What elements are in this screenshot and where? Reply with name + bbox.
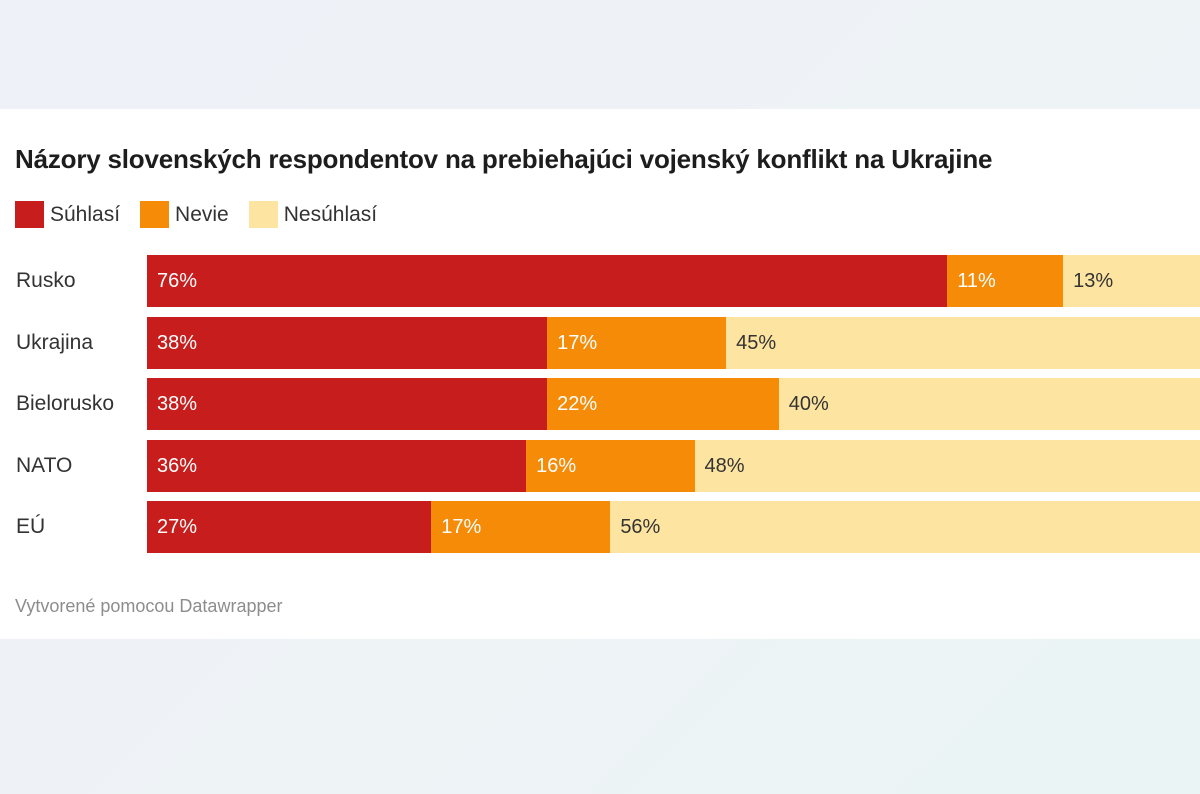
bar-segment: 40% [778, 378, 1200, 430]
chart-title: Názory slovenských respondentov na prebi… [15, 144, 993, 174]
legend-item-2: Nesúhlasí [248, 201, 378, 228]
legend-label: Nesúhlasí [283, 202, 378, 226]
bar-segment: 45% [726, 316, 1200, 369]
legend-swatch [140, 201, 170, 228]
bar-segment: 17% [547, 316, 727, 369]
legend-label: Súhlasí [50, 202, 121, 226]
chart-card: Názory slovenských respondentov na prebi… [0, 109, 1200, 639]
category-label: Bielorusko [16, 392, 115, 415]
credit-footer[interactable]: Vytvorené pomocou Datawrapper [15, 596, 283, 616]
bar-segment: 11% [947, 255, 1064, 307]
category-label: Ukrajina [16, 330, 94, 354]
category-label: NATO [16, 453, 73, 477]
bar-segment: 22% [547, 378, 779, 430]
legend-swatch [248, 201, 278, 228]
bar-segment: 27% [147, 501, 432, 553]
bar-segment: 48% [694, 439, 1200, 492]
legend-label: Nevie [175, 202, 229, 226]
bar-segment: 17% [431, 501, 611, 553]
category-label: EÚ [16, 515, 46, 538]
legend-item-0: Súhlasí [15, 201, 120, 228]
category-label: Rusko [16, 269, 76, 292]
bar-segment: 56% [610, 501, 1200, 553]
bar-segment: 16% [526, 439, 695, 492]
legend-swatch [15, 201, 44, 228]
bar-segment: 38% [147, 378, 548, 430]
bar-segment: 13% [1063, 255, 1200, 307]
legend-item-1: Nevie [140, 201, 229, 228]
bar-segment: 76% [147, 255, 948, 307]
bar-segment: 36% [147, 439, 527, 492]
chart-legend: Súhlasí Nevie Nesúhlasí [15, 201, 397, 228]
bar-segment: 38% [147, 316, 548, 369]
